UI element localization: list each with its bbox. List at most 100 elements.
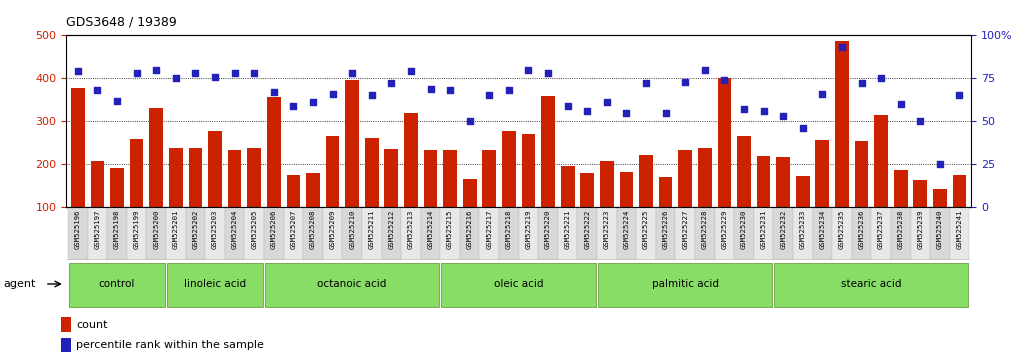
Bar [598, 263, 772, 307]
Bar [695, 207, 715, 260]
Text: GSM525238: GSM525238 [898, 209, 904, 249]
Point [794, 125, 811, 131]
Bar [346, 80, 359, 207]
Bar [698, 148, 712, 207]
Bar [953, 175, 966, 207]
Bar [440, 207, 460, 260]
Text: GSM525225: GSM525225 [643, 209, 649, 249]
Bar [205, 207, 225, 260]
Text: GSM525223: GSM525223 [604, 209, 610, 249]
Bar [381, 207, 401, 260]
Text: count: count [76, 320, 108, 330]
Bar [793, 207, 813, 260]
Bar [656, 207, 675, 260]
Text: GSM525224: GSM525224 [623, 209, 630, 249]
Text: GSM525197: GSM525197 [95, 209, 101, 249]
Bar [639, 155, 653, 207]
Bar [851, 207, 872, 260]
Bar [365, 138, 378, 207]
Point [834, 45, 850, 50]
Bar [737, 136, 751, 207]
Text: GSM525228: GSM525228 [702, 209, 708, 249]
Bar [499, 207, 519, 260]
Bar [61, 338, 71, 352]
Bar [208, 131, 222, 207]
Bar [913, 180, 928, 207]
Bar [522, 134, 535, 207]
Bar [773, 207, 793, 260]
Point [70, 69, 86, 74]
Bar [931, 207, 950, 260]
Text: GSM525240: GSM525240 [937, 209, 943, 249]
Point [736, 107, 753, 112]
Point [246, 70, 262, 76]
Bar [479, 207, 499, 260]
Text: GSM525208: GSM525208 [310, 209, 316, 249]
Bar [502, 131, 516, 207]
Bar [659, 177, 672, 207]
Bar [813, 207, 832, 260]
Point [324, 91, 341, 97]
Bar [244, 207, 264, 260]
Bar [188, 148, 202, 207]
Bar [87, 207, 107, 260]
Bar [421, 207, 440, 260]
Text: GSM525203: GSM525203 [212, 209, 218, 249]
Text: percentile rank within the sample: percentile rank within the sample [76, 340, 264, 350]
Bar [325, 136, 340, 207]
Point [756, 108, 772, 114]
Text: GSM525196: GSM525196 [75, 209, 81, 249]
Point [383, 81, 400, 86]
Bar [597, 207, 616, 260]
Text: oleic acid: oleic acid [494, 279, 543, 289]
Bar [950, 207, 969, 260]
Bar [264, 207, 284, 260]
Point [89, 87, 106, 93]
Text: GSM525214: GSM525214 [427, 209, 433, 249]
Text: GSM525212: GSM525212 [388, 209, 395, 249]
Bar [61, 317, 71, 332]
Bar [166, 207, 186, 260]
Text: GSM525198: GSM525198 [114, 209, 120, 249]
Text: GSM525215: GSM525215 [447, 209, 454, 249]
Bar [107, 207, 127, 260]
Bar [816, 140, 829, 207]
Bar [734, 207, 754, 260]
Point [853, 81, 870, 86]
Bar [894, 170, 907, 207]
Point [305, 99, 321, 105]
Text: GSM525211: GSM525211 [369, 209, 374, 249]
Bar [578, 207, 597, 260]
Bar [228, 150, 241, 207]
Text: GSM525206: GSM525206 [271, 209, 277, 249]
Bar [796, 176, 810, 207]
Text: stearic acid: stearic acid [841, 279, 901, 289]
Bar [71, 88, 84, 207]
Text: GSM525233: GSM525233 [799, 209, 805, 249]
Text: GSM525241: GSM525241 [956, 209, 962, 249]
Point [638, 81, 654, 86]
Bar [678, 150, 692, 207]
Bar [933, 189, 947, 207]
Bar [306, 173, 319, 207]
Bar [616, 207, 637, 260]
Text: GSM525220: GSM525220 [545, 209, 551, 249]
Text: GSM525234: GSM525234 [820, 209, 826, 249]
Text: GSM525221: GSM525221 [564, 209, 571, 249]
Point [187, 70, 203, 76]
Bar [149, 108, 163, 207]
Bar [69, 263, 165, 307]
Bar [110, 169, 124, 207]
Point [540, 70, 556, 76]
Text: GSM525207: GSM525207 [291, 209, 296, 249]
Bar [637, 207, 656, 260]
Text: GSM525226: GSM525226 [663, 209, 668, 249]
Text: GSM525239: GSM525239 [917, 209, 923, 249]
Point [227, 70, 243, 76]
Bar [754, 207, 773, 260]
Bar [600, 161, 613, 207]
Bar [872, 207, 891, 260]
Bar [287, 175, 300, 207]
Point [168, 75, 184, 81]
Bar [404, 113, 418, 207]
